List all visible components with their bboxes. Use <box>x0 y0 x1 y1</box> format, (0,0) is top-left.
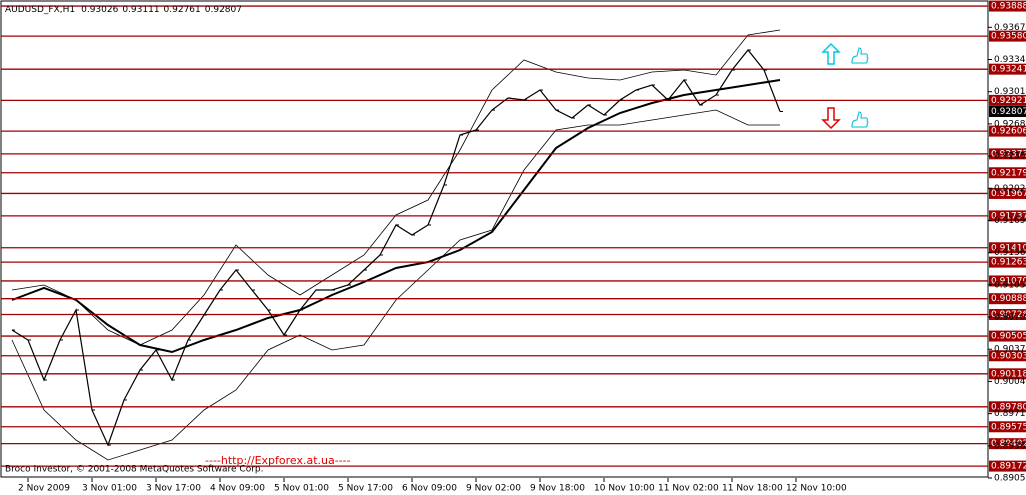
y-tick-label: 0.89050 <box>994 474 1026 484</box>
high: 0.93111 <box>122 5 159 15</box>
down-arrow <box>821 107 841 130</box>
level-label: 0.89402 <box>991 439 1026 449</box>
x-tick-label: 10 Nov 10:00 <box>594 484 655 494</box>
level-label-box <box>989 256 1026 268</box>
x-tick-label: 12 Nov 10:00 <box>786 484 847 494</box>
level-label: 0.90726 <box>991 310 1026 320</box>
level-label-box <box>989 210 1026 222</box>
low: 0.92761 <box>164 5 201 15</box>
level-label-box <box>989 368 1026 380</box>
level-label: 0.93241 <box>991 65 1026 75</box>
level-label-box <box>989 94 1026 106</box>
level-label: 0.92373 <box>991 149 1026 159</box>
current-price-label: 0.92807 <box>991 107 1026 117</box>
plot-frame <box>0 0 989 478</box>
level-label-box <box>989 460 1026 472</box>
level-label-box <box>989 401 1026 413</box>
x-tick-label: 2 Nov 2009 <box>18 484 70 494</box>
level-label: 0.91263 <box>991 258 1026 268</box>
level-label: 0.91070 <box>991 276 1026 286</box>
level-label-box <box>989 167 1026 179</box>
indicators <box>11 29 781 461</box>
level-label: 0.93888 <box>991 2 1026 12</box>
level-label-box <box>989 0 1026 12</box>
level-label: 0.91737 <box>991 211 1026 221</box>
level-label: 0.90303 <box>991 351 1026 361</box>
chart-header: AUDUSD_FX,H1 0.93026 0.93111 0.92761 0.92807 <box>5 5 242 15</box>
level-label: 0.92179 <box>991 168 1026 178</box>
level-label-box <box>989 350 1026 362</box>
level-label-box <box>989 330 1026 342</box>
x-tick-label: 9 Nov 02:00 <box>466 484 521 494</box>
thumb-icon <box>851 47 869 64</box>
bollinger-lower <box>11 109 780 461</box>
level-label: 0.89172 <box>991 462 1026 472</box>
moving-average <box>11 79 781 354</box>
x-tick-label: 3 Nov 17:00 <box>146 484 201 494</box>
level-label-box <box>989 125 1026 137</box>
level-label-box <box>989 438 1026 450</box>
level-label: 0.90888 <box>991 294 1026 304</box>
x-tick-label: 5 Nov 17:00 <box>338 484 393 494</box>
level-label-box <box>989 242 1026 254</box>
current-price-box <box>989 106 1026 118</box>
x-tick-label: 3 Nov 01:00 <box>82 484 137 494</box>
level-label: 0.91967 <box>991 189 1026 199</box>
x-tick-label: 4 Nov 09:00 <box>210 484 265 494</box>
level-label: 0.92606 <box>991 127 1026 137</box>
x-tick-label: 5 Nov 01:00 <box>274 484 329 494</box>
x-tick-label: 11 Nov 02:00 <box>658 484 719 494</box>
close: 0.92807 <box>205 5 242 15</box>
x-tick-label: 6 Nov 09:00 <box>402 484 457 494</box>
x-tick-label: 11 Nov 18:00 <box>722 484 783 494</box>
level-label: 0.92921 <box>991 96 1026 106</box>
level-label-box <box>989 187 1026 199</box>
level-label-box <box>989 421 1026 433</box>
level-label: 0.89575 <box>991 422 1026 432</box>
level-label: 0.93580 <box>991 32 1026 42</box>
level-label: 0.89780 <box>991 402 1026 412</box>
level-label-box <box>989 275 1026 287</box>
watermark: ----http://Expforex.at.ua---- <box>205 454 351 467</box>
levels: 0.93888 0.93580 0.93241 0.92921 0.92606 0.923… <box>1 0 1026 472</box>
open: 0.93026 <box>81 5 118 15</box>
level-label-box <box>989 63 1026 75</box>
level-label: 0.90118 <box>991 369 1026 379</box>
level-label: 0.91410 <box>991 243 1026 253</box>
level-label-box <box>989 30 1026 42</box>
copyright: Broco Investor, © 2001-2008 MetaQuotes S… <box>5 465 264 475</box>
level-label-box <box>989 293 1026 305</box>
level-label-box <box>989 148 1026 160</box>
thumb-icon <box>851 111 869 128</box>
level-label: 0.90505 <box>991 332 1026 342</box>
x-tick-label: 9 Nov 18:00 <box>530 484 585 494</box>
up-arrow <box>821 42 841 65</box>
level-label-box <box>989 309 1026 321</box>
symbol: AUDUSD_FX,H1 <box>5 5 75 15</box>
